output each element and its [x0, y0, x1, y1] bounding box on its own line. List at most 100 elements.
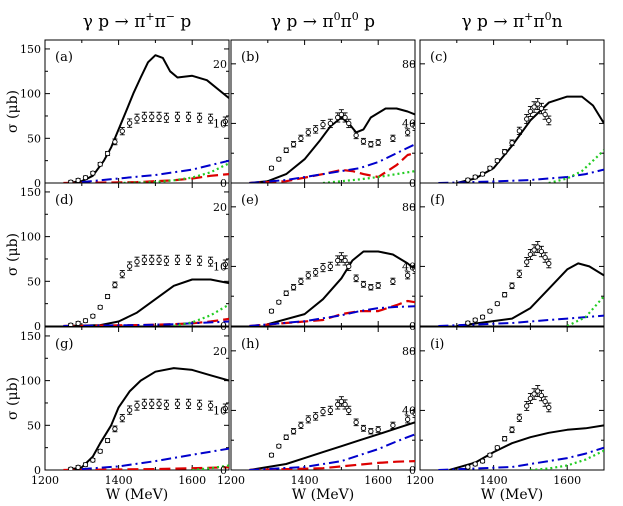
y-tick-label: 100	[20, 375, 41, 388]
data-point	[404, 128, 411, 137]
data-point	[268, 165, 275, 171]
y-axis-title: σ (μb)	[5, 233, 21, 276]
panel-i: 0 40 80 1200 1400 1600 (i)	[402, 326, 605, 487]
data-point	[75, 464, 81, 470]
y-tick-label: 0	[34, 320, 41, 333]
data-point	[535, 385, 541, 398]
series-dashdot-line	[249, 143, 415, 183]
data-point	[346, 405, 352, 416]
data-point	[97, 304, 103, 310]
data-point	[342, 399, 348, 410]
data-point	[276, 299, 282, 305]
data-point	[196, 399, 203, 410]
series-dashdot-line	[249, 433, 415, 470]
data-point	[134, 400, 140, 411]
data-point	[149, 111, 155, 122]
data-point	[75, 320, 81, 326]
data-point	[527, 106, 534, 117]
series-dotted-line	[322, 170, 415, 183]
plot-frame	[230, 326, 416, 471]
data-point	[104, 150, 111, 157]
data-point	[487, 165, 493, 171]
data-point	[68, 466, 74, 470]
series-dashdot-line	[249, 305, 415, 326]
data-point	[390, 421, 396, 429]
data-point	[97, 161, 103, 167]
data-point	[222, 403, 228, 414]
data-point	[119, 127, 125, 136]
series-dashed-line	[63, 317, 229, 326]
x-axis-title: W (MeV)	[292, 487, 355, 503]
data-point	[465, 320, 471, 326]
x-tick-label: 1400	[480, 474, 508, 487]
axis-titles: σ (μb) σ (μb) σ (μb) W (MeV) W (MeV) W (MeV)	[5, 90, 543, 503]
data-point	[509, 282, 515, 290]
data-point	[524, 257, 530, 267]
data-point	[174, 111, 181, 122]
data-point	[185, 111, 192, 122]
data-point	[90, 170, 96, 176]
data-point	[298, 277, 304, 285]
data-point	[126, 261, 133, 271]
data-point	[126, 405, 133, 415]
series-full-line	[66, 367, 229, 470]
data-point	[104, 293, 111, 300]
data-point	[538, 102, 545, 115]
y-tick-label: 20	[213, 58, 227, 71]
y-tick-label: 0	[220, 464, 227, 477]
data-point	[112, 425, 118, 433]
data-point	[312, 125, 319, 134]
data-point	[531, 388, 537, 400]
data-point	[479, 171, 486, 177]
series-full-line	[449, 424, 604, 470]
y-tick-label: 50	[27, 419, 41, 432]
data-point	[149, 398, 155, 409]
data-point	[412, 121, 415, 131]
data-point	[119, 270, 125, 279]
data-point	[338, 252, 345, 263]
data-point	[501, 149, 508, 155]
data-point	[185, 254, 192, 265]
series-dotted-line	[118, 162, 229, 183]
data-point	[134, 113, 140, 124]
series-dashdot-line	[63, 320, 229, 326]
panel-d: 0 50 100 150 (d)	[20, 182, 230, 333]
data-point	[479, 458, 486, 464]
data-point	[516, 413, 523, 422]
data-point	[141, 398, 148, 409]
data-point	[501, 436, 508, 442]
data-point	[542, 109, 548, 120]
data-point	[465, 464, 471, 470]
y-tick-label: 100	[20, 231, 41, 244]
series-dotted-line	[192, 464, 229, 470]
series-dashed-line	[249, 299, 415, 326]
data-point	[112, 138, 118, 146]
plot-frame	[419, 39, 605, 184]
series-dashdot-line	[81, 159, 229, 183]
plot-area	[249, 107, 415, 183]
data-point	[222, 259, 228, 270]
column-titles: γ p → π+π− p γ p → π0π0 p γ p → π+π0n	[83, 10, 563, 32]
data-point	[163, 399, 170, 410]
data-point	[338, 109, 345, 120]
data-point	[305, 415, 311, 424]
y-tick-label: 0	[34, 464, 41, 477]
data-point	[90, 313, 96, 319]
series-dashdot-line	[81, 447, 229, 470]
data-point	[375, 139, 381, 146]
data-point	[412, 264, 415, 274]
data-point	[268, 308, 275, 314]
data-point	[360, 424, 367, 432]
data-point	[360, 137, 367, 145]
column-title: γ p → π+π0n	[461, 10, 562, 32]
data-point	[472, 174, 478, 180]
data-point	[472, 461, 478, 467]
data-point	[320, 120, 326, 130]
series-full-line	[63, 278, 229, 326]
series-full-line	[249, 421, 415, 470]
data-point	[207, 113, 214, 124]
panel-label: (f)	[430, 193, 445, 208]
